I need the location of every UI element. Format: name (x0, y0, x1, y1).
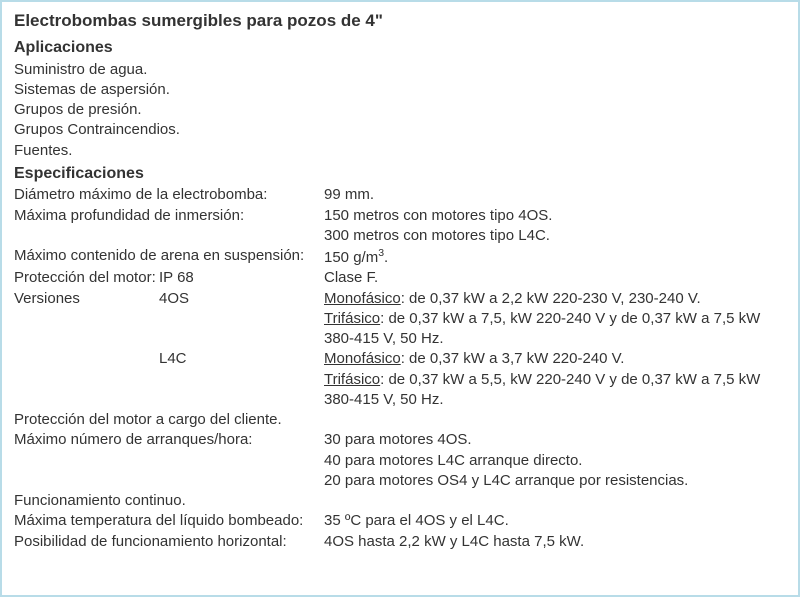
spec-row-arena: Máximo contenido de arena en suspensión:… (14, 246, 786, 268)
spec-value: 99 mm. (324, 185, 786, 205)
spec-row-versiones-4os: Versiones 4OS Monofásico: de 0,37 kW a 2… (14, 289, 786, 309)
spec-row-proteccion: Protección del motor: IP 68 Clase F. (14, 268, 786, 288)
spec-row-horizontal: Posibilidad de funcionamiento horizontal… (14, 532, 786, 552)
spec-value-clase: Clase F. (324, 268, 786, 288)
app-item: Sistemas de aspersión. (14, 80, 786, 100)
spec-label: Máxima profundidad de inmersión: (14, 206, 324, 226)
especificaciones-heading: Especificaciones (14, 163, 786, 185)
spec-row-diametro: Diámetro máximo de la electrobomba: 99 m… (14, 185, 786, 205)
spec-label: Posibilidad de funcionamiento horizontal… (14, 532, 324, 552)
spec-row-profundidad-2: 300 metros con motores tipo L4C. (14, 226, 786, 246)
spec-label: Máximo contenido de arena en suspensión: (14, 246, 324, 268)
spec-value-ip: IP 68 (159, 268, 324, 288)
spec-label: Máximo número de arranques/hora: (14, 430, 324, 450)
spec-row-arranques: Máximo número de arranques/hora: 30 para… (14, 430, 786, 450)
version-detail: Trifásico: de 0,37 kW a 5,5, kW 220-240 … (324, 370, 786, 411)
spec-line-funcionamiento: Funcionamiento continuo. (14, 491, 786, 511)
version-detail: Trifásico: de 0,37 kW a 7,5, kW 220-240 … (324, 309, 786, 350)
spec-sheet: Electrobombas sumergibles para pozos de … (0, 0, 800, 597)
app-item: Fuentes. (14, 141, 786, 161)
spec-label: Versiones (14, 289, 159, 309)
phase-label: Monofásico (324, 290, 401, 307)
phase-label: Monofásico (324, 350, 401, 367)
spec-value: 40 para motores L4C arranque directo. (324, 451, 786, 471)
spec-label: Diámetro máximo de la electrobomba: (14, 185, 324, 205)
spec-value: 150 g/m3. (324, 246, 786, 268)
version-detail: Monofásico: de 0,37 kW a 3,7 kW 220-240 … (324, 349, 786, 369)
app-item: Suministro de agua. (14, 60, 786, 80)
version-name: L4C (159, 349, 324, 369)
spec-value: 4OS hasta 2,2 kW y L4C hasta 7,5 kW. (324, 532, 786, 552)
aplicaciones-list: Suministro de agua. Sistemas de aspersió… (14, 60, 786, 161)
spec-label: Protección del motor: (14, 268, 159, 288)
app-item: Grupos de presión. (14, 100, 786, 120)
spec-row-versiones-l4c-tri: Trifásico: de 0,37 kW a 5,5, kW 220-240 … (14, 370, 786, 411)
app-item: Grupos Contraincendios. (14, 120, 786, 140)
spec-value: 150 metros con motores tipo 4OS. (324, 206, 786, 226)
spec-row-profundidad: Máxima profundidad de inmersión: 150 met… (14, 206, 786, 226)
phase-label: Trifásico (324, 371, 380, 388)
spec-line-proteccion-cliente: Protección del motor a cargo del cliente… (14, 410, 786, 430)
spec-row-arranques-2: 40 para motores L4C arranque directo. (14, 451, 786, 471)
spec-value: 30 para motores 4OS. (324, 430, 786, 450)
version-name: 4OS (159, 289, 324, 309)
spec-row-arranques-3: 20 para motores OS4 y L4C arranque por r… (14, 471, 786, 491)
spec-label: Máxima temperatura del líquido bombeado: (14, 511, 324, 531)
spec-row-versiones-l4c: L4C Monofásico: de 0,37 kW a 3,7 kW 220-… (14, 349, 786, 369)
spec-value: 20 para motores OS4 y L4C arranque por r… (324, 471, 786, 491)
page-title: Electrobombas sumergibles para pozos de … (14, 10, 786, 33)
aplicaciones-heading: Aplicaciones (14, 37, 786, 59)
version-detail: Monofásico: de 0,37 kW a 2,2 kW 220-230 … (324, 289, 786, 309)
spec-row-versiones-4os-tri: Trifásico: de 0,37 kW a 7,5, kW 220-240 … (14, 309, 786, 350)
spec-value: 300 metros con motores tipo L4C. (324, 226, 786, 246)
phase-label: Trifásico (324, 310, 380, 327)
spec-value: 35 ºC para el 4OS y el L4C. (324, 511, 786, 531)
spec-row-temperatura: Máxima temperatura del líquido bombeado:… (14, 511, 786, 531)
